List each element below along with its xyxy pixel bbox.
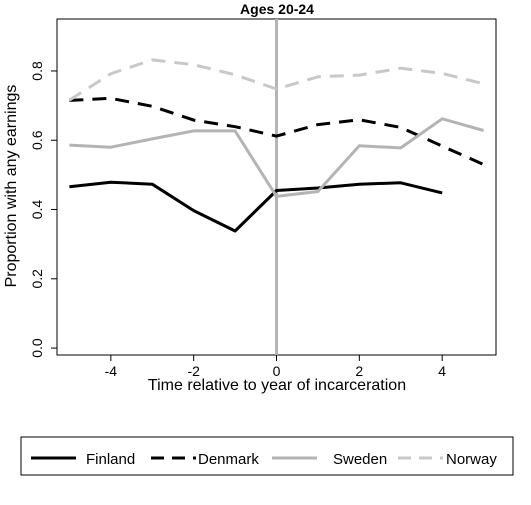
x-axis-title: Time relative to year of incarceration bbox=[148, 377, 406, 394]
legend: Finland Denmark Sweden Norway bbox=[31, 451, 497, 468]
chart-title: Ages 20-24 bbox=[240, 1, 314, 17]
series-line-norway bbox=[68, 58, 484, 102]
legend-label-sweden: Sweden bbox=[333, 451, 387, 468]
x-tick-label: 2 bbox=[355, 363, 363, 379]
plot-area: 0.0 0.2 0.4 0.6 0.8 -4 -2 0 2 4 bbox=[29, 18, 497, 379]
legend-label-norway: Norway bbox=[446, 451, 497, 468]
series-line-finland bbox=[69, 180, 443, 233]
x-tick-label: -4 bbox=[105, 363, 118, 379]
x-tick-label: -2 bbox=[187, 363, 200, 379]
x-tick-label: 0 bbox=[273, 363, 281, 379]
y-tick-label: 0.0 bbox=[29, 338, 45, 358]
y-axis-title: Proportion with any earnings bbox=[3, 85, 20, 288]
x-tick-label: 4 bbox=[438, 363, 446, 379]
legend-label-denmark: Denmark bbox=[198, 451, 259, 468]
series-line-denmark bbox=[69, 96, 485, 166]
y-tick-label: 0.6 bbox=[29, 130, 45, 150]
legend-label-finland: Finland bbox=[86, 451, 135, 468]
series-line-sweden bbox=[69, 117, 485, 198]
y-tick-label: 0.4 bbox=[29, 200, 45, 220]
y-tick-label: 0.2 bbox=[29, 269, 45, 289]
y-tick-label: 0.8 bbox=[29, 61, 45, 81]
legend-box bbox=[20, 436, 514, 476]
